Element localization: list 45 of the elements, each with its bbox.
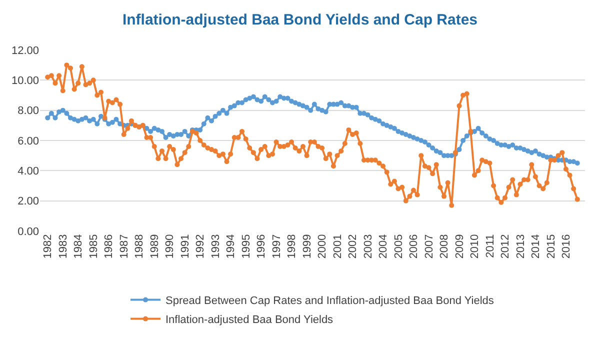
x-tick-label: 1993 — [210, 234, 222, 259]
chart-title: Inflation-adjusted Baa Bond Yields and Cap Rates — [122, 11, 478, 28]
x-tick-label: 2012 — [500, 234, 512, 259]
x-tick-label: 1994 — [225, 234, 238, 259]
y-tick-label: 2.00 — [18, 196, 39, 208]
x-tick-label: 2014 — [530, 234, 542, 259]
y-tick-label: 0.00 — [18, 226, 39, 238]
x-tick-label: 1983 — [57, 234, 70, 259]
x-tick-label: 1990 — [164, 234, 176, 259]
x-tick-label: 2010 — [469, 234, 482, 259]
y-tick-label: 6.00 — [18, 135, 39, 148]
x-tick-label: 1988 — [134, 234, 146, 259]
y-tick-label: 8.00 — [18, 105, 39, 118]
y-tick-label: 12.00 — [11, 44, 39, 57]
x-tick-label: 1982 — [42, 234, 54, 259]
y-tick-label: 4.00 — [18, 166, 39, 178]
x-tick-label: 1984 — [72, 234, 85, 259]
x-tick-label: 2009 — [454, 234, 466, 259]
x-tick-label: 1998 — [286, 234, 298, 259]
legend-label: Inflation-adjusted Baa Bond Yields — [166, 314, 334, 326]
legend-label: Spread Between Cap Rates and Inflation-adjusted Baa Bond Yields — [166, 295, 494, 308]
x-tick-label: 1992 — [194, 234, 207, 259]
x-tick-label: 1991 — [179, 234, 192, 259]
x-tick-label: 1987 — [118, 234, 130, 259]
x-tick-label: 2002 — [347, 234, 360, 259]
x-tick-label: 2004 — [378, 234, 390, 259]
x-tick-label: 1989 — [148, 234, 161, 259]
x-tick-label: 2011 — [484, 234, 496, 258]
x-tick-label: 2003 — [362, 234, 374, 259]
x-tick-label: 1996 — [256, 234, 268, 259]
x-tick-label: 2006 — [408, 234, 420, 259]
x-tick-label: 2000 — [316, 234, 329, 259]
x-tick-label: 2008 — [438, 234, 451, 259]
x-tick-label: 2001 — [332, 234, 344, 259]
x-tick-label: 2016 — [560, 234, 573, 259]
x-tick-label: 1997 — [270, 234, 283, 259]
x-tick-label: 1985 — [88, 234, 100, 259]
x-tick-label: 1986 — [103, 234, 116, 259]
x-tick-label: 2007 — [423, 234, 436, 259]
x-tick-label: 1995 — [240, 234, 252, 259]
y-tick-label: 10.00 — [11, 75, 39, 88]
x-tick-label: 2005 — [392, 234, 405, 259]
x-tick-label: 2015 — [545, 234, 558, 259]
x-tick-label: 1999 — [301, 234, 314, 259]
x-tick-label: 2013 — [514, 234, 527, 259]
